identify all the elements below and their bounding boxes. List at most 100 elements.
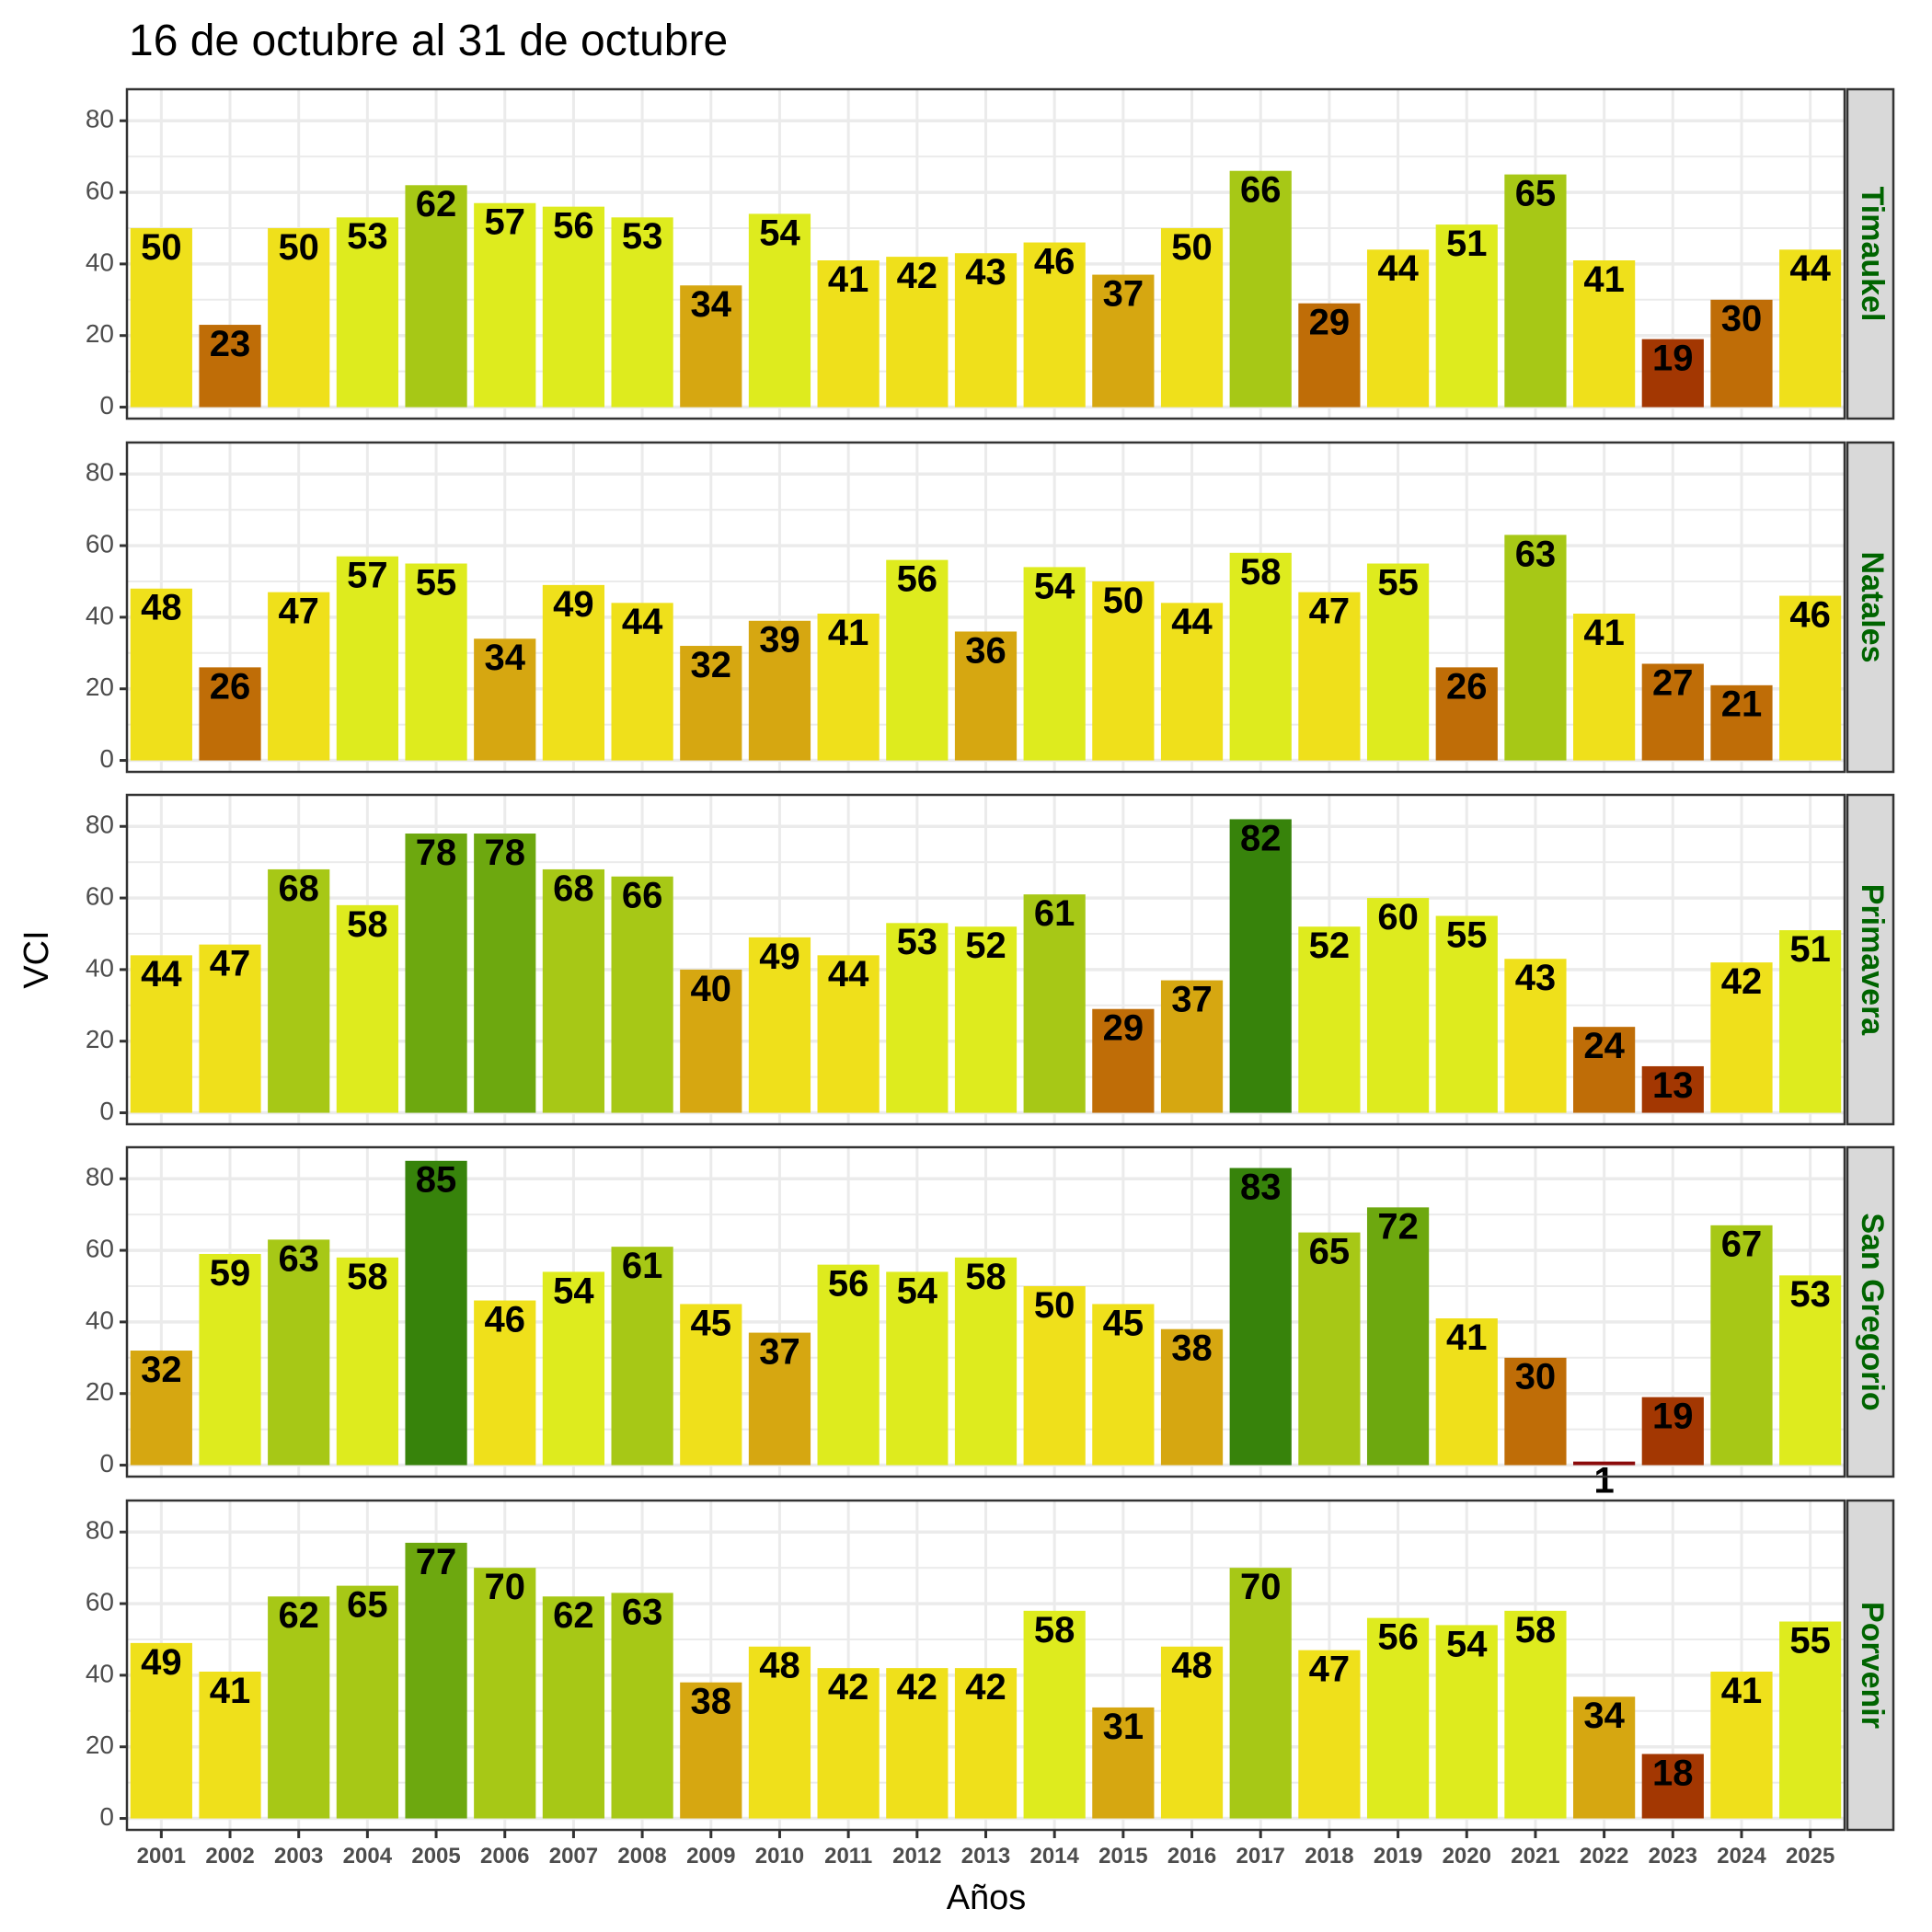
bar-2009	[680, 969, 742, 1113]
bar-2021	[1504, 174, 1567, 408]
bar-label: 46	[1789, 594, 1831, 635]
bar-2022	[1573, 1027, 1636, 1113]
bar-label: 26	[1446, 666, 1488, 707]
bar-2016	[1160, 1646, 1224, 1819]
bar-label: 70	[484, 1567, 525, 1607]
bar-2022	[1573, 614, 1636, 761]
bar-2014	[1023, 894, 1086, 1113]
bar-2016	[1160, 980, 1224, 1113]
bar-2004	[336, 1257, 398, 1466]
bar-label: 55	[1789, 1620, 1831, 1661]
bar-2018	[1298, 926, 1361, 1113]
bar-label: 70	[1240, 1567, 1282, 1607]
bar-2007	[542, 1596, 605, 1819]
x-tick-label: 2004	[343, 1844, 393, 1869]
bar-2022	[1573, 1696, 1636, 1819]
y-tick-label: 0	[99, 391, 114, 420]
y-tick-label: 20	[86, 1377, 114, 1406]
bar-label: 56	[828, 1264, 869, 1305]
bar-2012	[886, 257, 949, 408]
bar-label: 50	[1171, 227, 1213, 268]
bar-label: 63	[278, 1238, 319, 1279]
facet-strip-label: Porvenir	[1855, 1602, 1890, 1729]
bar-label: 47	[278, 592, 319, 632]
bar-2025	[1779, 249, 1842, 408]
bar-2009	[680, 285, 742, 408]
y-tick-label: 0	[99, 744, 114, 773]
bar-label: 48	[1171, 1646, 1213, 1686]
bar-2019	[1366, 1617, 1430, 1819]
bar-2002	[199, 667, 261, 761]
bar-2015	[1092, 274, 1155, 408]
x-tick-label: 2006	[480, 1844, 529, 1869]
facet-strip	[1846, 1499, 1895, 1832]
bar-label: 44	[622, 602, 663, 642]
bar-label: 65	[347, 1585, 388, 1626]
panel-timaukel: 50 23 50 53 62 57 56 53 34 54 41 42 43 46 37 50 66 29 44 51…	[86, 87, 1895, 420]
y-tick-label: 40	[86, 601, 114, 629]
bar-label: 44	[828, 954, 869, 995]
bar-label: 55	[416, 562, 457, 603]
bar-label: 48	[759, 1646, 800, 1686]
x-tick-label: 2020	[1443, 1844, 1491, 1869]
bar-label: 68	[278, 868, 319, 909]
bar-2019	[1366, 249, 1430, 408]
bar-2021	[1504, 1610, 1567, 1819]
bar-label: 63	[622, 1592, 663, 1632]
bar-2020	[1435, 915, 1498, 1113]
facet-strip-label: Timaukel	[1855, 187, 1890, 322]
y-tick-label: 60	[86, 529, 114, 558]
bar-label: 47	[210, 944, 251, 984]
bar-2017	[1229, 552, 1292, 761]
bar-label: 58	[1240, 552, 1282, 592]
bar-label: 43	[1515, 958, 1557, 998]
x-tick-label: 2013	[961, 1844, 1010, 1869]
y-tick-label: 0	[99, 1449, 114, 1478]
bar-label: 44	[1377, 248, 1419, 289]
bar-2024	[1710, 1225, 1773, 1466]
bar-2018	[1298, 1232, 1361, 1466]
bar-label: 41	[1583, 259, 1625, 300]
bar-2025	[1779, 930, 1842, 1113]
bar-2007	[542, 584, 605, 761]
bar-label: 32	[141, 1350, 182, 1390]
bar-label: 42	[965, 1667, 1006, 1708]
bar-label: 78	[416, 833, 457, 873]
bar-label: 43	[965, 252, 1006, 293]
bar-2003	[268, 868, 330, 1113]
bar-2010	[748, 1646, 811, 1819]
bar-2012	[886, 1271, 949, 1466]
bar-2005	[405, 1542, 467, 1819]
panel-border	[125, 441, 1846, 774]
bar-2022	[1573, 1461, 1636, 1466]
bar-2010	[748, 213, 811, 408]
bar-label: 34	[691, 284, 732, 325]
bar-2008	[611, 603, 673, 761]
x-tick-label: 2010	[755, 1844, 804, 1869]
bar-2024	[1710, 1672, 1773, 1819]
bar-2004	[336, 1585, 398, 1819]
y-tick-label: 80	[86, 811, 114, 839]
bar-label: 62	[553, 1595, 594, 1636]
bar-2005	[405, 834, 467, 1113]
bar-2011	[817, 260, 880, 408]
bar-label: 27	[1652, 662, 1694, 703]
x-tick-label: 2021	[1511, 1844, 1559, 1869]
bar-label: 29	[1309, 303, 1351, 343]
bar-label: 54	[1446, 1624, 1488, 1664]
bar-label: 52	[1309, 926, 1351, 966]
bar-2004	[336, 556, 398, 761]
bar-label: 46	[484, 1299, 525, 1340]
chart-title: 16 de octubre al 31 de octubre	[129, 17, 728, 65]
bar-label: 42	[1721, 961, 1763, 1002]
bar-2018	[1298, 1650, 1361, 1819]
y-tick-label: 20	[86, 1025, 114, 1053]
bar-label: 49	[759, 937, 800, 977]
bar-2020	[1435, 224, 1498, 408]
bar-2006	[474, 638, 536, 761]
bar-label: 49	[141, 1642, 182, 1683]
bar-label: 55	[1377, 562, 1419, 603]
bar-label: 57	[347, 556, 388, 596]
panel-border	[125, 793, 1846, 1126]
y-tick-label: 0	[99, 1802, 114, 1831]
